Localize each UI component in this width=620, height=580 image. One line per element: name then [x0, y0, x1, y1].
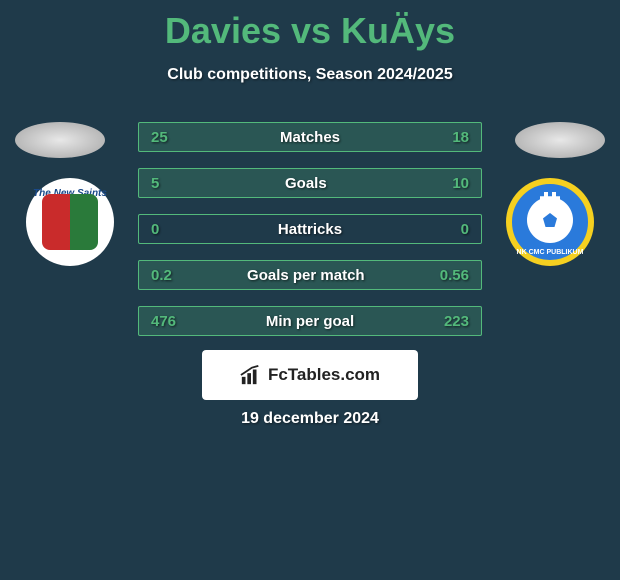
stat-row-mpg: 476 Min per goal 223	[138, 306, 482, 336]
stat-value-left: 5	[151, 175, 159, 192]
badge-left-shield	[42, 194, 98, 250]
page-title: Davies vs KuÄys	[0, 0, 620, 52]
stat-value-left: 476	[151, 313, 176, 330]
football-icon	[527, 197, 573, 243]
brand-text: FcTables.com	[268, 365, 380, 385]
team-badge-left: The New Saints	[26, 178, 114, 266]
stat-label: Min per goal	[266, 313, 354, 330]
brand-box: FcTables.com	[202, 350, 418, 400]
stats-table: 25 Matches 18 5 Goals 10 0 Hattricks 0 0…	[138, 122, 482, 352]
player-photo-left	[15, 122, 105, 158]
stat-value-right: 0.56	[440, 267, 469, 284]
stat-value-right: 223	[444, 313, 469, 330]
stat-value-right: 18	[452, 129, 469, 146]
stat-label: Goals per match	[247, 267, 365, 284]
stat-value-left: 0	[151, 221, 159, 238]
stat-value-left: 0.2	[151, 267, 172, 284]
date-text: 19 december 2024	[0, 410, 620, 428]
player-photo-right	[515, 122, 605, 158]
bar-chart-icon	[240, 364, 262, 386]
stat-row-hattricks: 0 Hattricks 0	[138, 214, 482, 244]
team-badge-right: NK CMC PUBLIKUM	[506, 178, 594, 266]
subtitle: Club competitions, Season 2024/2025	[0, 66, 620, 84]
stat-row-goals: 5 Goals 10	[138, 168, 482, 198]
badge-right-text: NK CMC PUBLIKUM	[512, 249, 588, 256]
stat-label: Hattricks	[278, 221, 342, 238]
stat-label: Goals	[285, 175, 327, 192]
stat-value-right: 0	[461, 221, 469, 238]
stat-value-left: 25	[151, 129, 168, 146]
stat-row-gpm: 0.2 Goals per match 0.56	[138, 260, 482, 290]
stat-label: Matches	[280, 129, 340, 146]
stat-row-matches: 25 Matches 18	[138, 122, 482, 152]
stat-value-right: 10	[452, 175, 469, 192]
